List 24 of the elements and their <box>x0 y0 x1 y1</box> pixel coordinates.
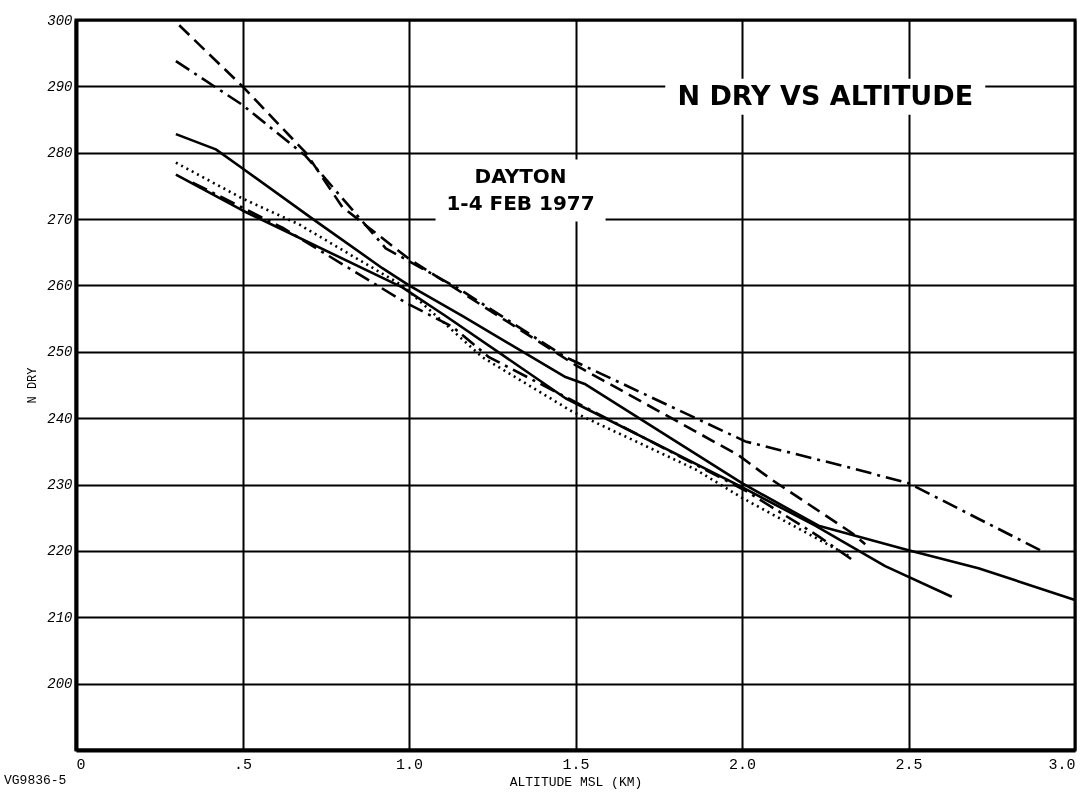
text: VG9836-5 <box>4 773 67 788</box>
x-tick-label: 1.5 <box>562 756 590 774</box>
annotation: 1-4 FEB 1977 <box>446 190 595 215</box>
y-tick-label: 210 <box>47 609 73 626</box>
y-tick-label: 220 <box>47 543 73 560</box>
x-axis-title: ALTITUDE MSL (KM) <box>509 774 643 790</box>
annotation: DAYTON <box>474 163 567 188</box>
x-tick-label: 1.0 <box>395 756 424 774</box>
y-tick-label: 300 <box>47 12 73 29</box>
x-tick-label: 3.0 <box>1048 756 1076 774</box>
x-tick-label: 2.0 <box>728 756 757 774</box>
x-tick-label: .5 <box>233 756 253 774</box>
y-tick-label: 250 <box>47 344 73 361</box>
y-tick-label: 240 <box>47 410 73 427</box>
x-tick-label: 2.5 <box>895 756 923 774</box>
y-tick-label: 290 <box>47 78 73 95</box>
x-tick-label: 0 <box>76 756 86 774</box>
y-tick-label: 230 <box>47 477 73 494</box>
y-tick-label: 200 <box>47 676 73 693</box>
y-tick-label: 270 <box>47 211 73 228</box>
y-tick-label: 260 <box>47 277 73 294</box>
text: N DRY VS ALTITUDE <box>677 79 974 111</box>
y-tick-label: 280 <box>47 145 73 162</box>
y-axis-title: N DRY <box>26 367 41 404</box>
